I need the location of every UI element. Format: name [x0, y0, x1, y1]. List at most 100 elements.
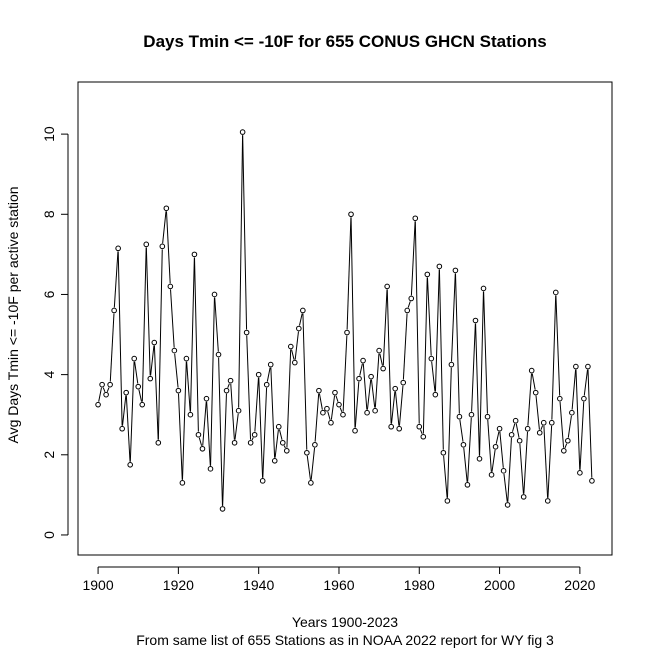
- data-point: [267, 361, 274, 368]
- data-point: [356, 375, 362, 382]
- series-segment: [495, 431, 500, 444]
- series-segment: [234, 413, 239, 440]
- series-segment: [379, 353, 383, 366]
- series-segment: [138, 389, 143, 402]
- data-point: [384, 283, 390, 290]
- series-segment: [254, 377, 259, 432]
- data-point: [187, 411, 194, 418]
- series-segment: [335, 395, 339, 402]
- data-point: [484, 413, 491, 420]
- data-point: [223, 387, 230, 394]
- y-tick-label: 6: [41, 290, 57, 298]
- series-segment: [270, 367, 276, 458]
- x-tick-label: 1980: [404, 577, 435, 593]
- data-point: [227, 377, 234, 384]
- series-segment: [487, 419, 492, 472]
- data-point: [215, 351, 222, 358]
- data-point: [416, 423, 423, 430]
- series-segment: [198, 437, 203, 446]
- data-point: [452, 267, 459, 274]
- data-point: [468, 411, 475, 418]
- data-point: [183, 355, 190, 362]
- data-point: [151, 339, 158, 346]
- data-point: [388, 423, 394, 430]
- series-segment: [238, 135, 244, 408]
- data-point: [400, 379, 407, 386]
- data-point: [460, 441, 467, 448]
- series-segment: [459, 419, 464, 442]
- series-segment: [507, 437, 512, 502]
- series-segment: [386, 289, 392, 424]
- data-point: [569, 409, 575, 416]
- series-segment: [527, 373, 532, 426]
- data-point: [328, 419, 334, 426]
- data-point: [175, 387, 182, 394]
- data-point: [532, 389, 539, 396]
- series-segment: [102, 387, 106, 392]
- data-point: [207, 466, 214, 472]
- series-segment: [327, 411, 331, 420]
- data-point: [320, 409, 326, 416]
- data-point: [512, 417, 519, 424]
- data-point: [287, 343, 294, 350]
- data-point: [308, 480, 314, 486]
- data-point: [444, 498, 451, 504]
- data-point: [432, 391, 439, 398]
- series-segment: [467, 417, 472, 482]
- data-point: [247, 439, 254, 446]
- y-tick-label: 0: [41, 531, 57, 539]
- series-segment: [186, 361, 191, 412]
- data-point: [536, 429, 543, 436]
- series-segment: [122, 395, 127, 426]
- data-point: [552, 289, 559, 296]
- series-segment: [194, 257, 199, 432]
- series-segment: [431, 361, 436, 392]
- data-point: [364, 409, 370, 416]
- data-point: [440, 449, 447, 456]
- series-segment: [202, 401, 207, 446]
- data-point: [565, 437, 571, 444]
- series-segment: [210, 297, 215, 466]
- data-point: [231, 439, 238, 446]
- data-point: [496, 425, 503, 432]
- data-point: [259, 478, 266, 484]
- data-point: [263, 381, 270, 388]
- data-point: [456, 413, 463, 420]
- series-segment: [222, 393, 227, 506]
- data-point: [304, 449, 310, 456]
- series-segment: [306, 455, 311, 480]
- series-segment: [540, 425, 544, 431]
- series-segment: [571, 369, 577, 410]
- series-segment: [350, 217, 356, 428]
- data-point: [147, 375, 154, 382]
- data-point: [581, 395, 587, 402]
- x-tick-label: 1960: [323, 577, 354, 593]
- data-point: [348, 211, 354, 218]
- data-point: [504, 502, 511, 508]
- series-segment: [519, 443, 524, 494]
- data-point: [424, 271, 431, 278]
- series-segment: [109, 313, 115, 382]
- series-segment: [587, 369, 593, 478]
- x-tick-label: 2000: [484, 577, 515, 593]
- plot-area-frame: [77, 81, 613, 556]
- data-point: [476, 455, 483, 462]
- series-segment: [583, 369, 589, 396]
- data-point: [500, 468, 507, 474]
- series-segment: [391, 391, 396, 424]
- data-point: [492, 443, 499, 450]
- series-segment: [434, 269, 440, 392]
- data-point: [155, 439, 162, 446]
- series-segment: [330, 395, 336, 420]
- series-segment: [294, 331, 299, 360]
- series-segment: [543, 425, 549, 498]
- series-segment: [547, 425, 553, 498]
- series-segment: [291, 349, 295, 360]
- data-point: [352, 427, 358, 434]
- data-point: [464, 482, 471, 488]
- data-point: [99, 381, 105, 388]
- series-segment: [283, 445, 286, 449]
- series-segment: [178, 393, 183, 480]
- series-segment: [483, 291, 488, 414]
